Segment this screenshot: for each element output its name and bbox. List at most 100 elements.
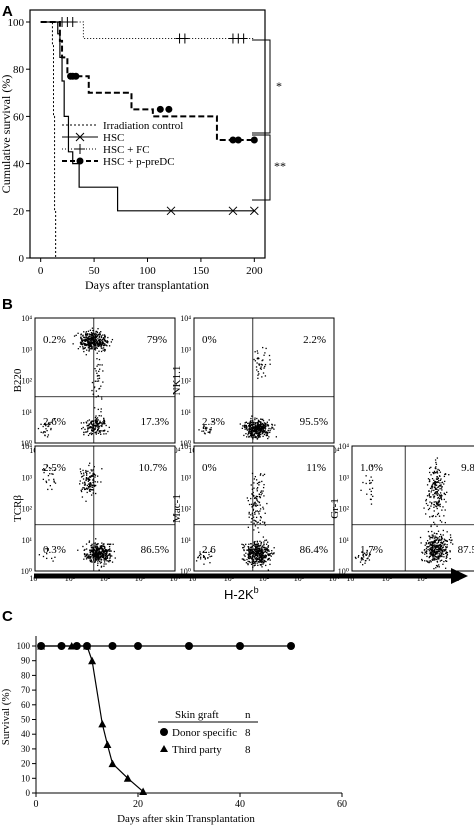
flow-event-dot: [109, 557, 111, 559]
flow-event-dot: [88, 342, 91, 345]
flow-event-dot: [94, 552, 96, 555]
flow-event-dot: [250, 548, 252, 550]
flow-event-dot: [92, 393, 94, 395]
flow-event-dot: [80, 336, 82, 338]
flow-event-dot: [100, 565, 103, 567]
flow-event-dot: [80, 343, 83, 345]
flow-event-dot: [260, 363, 262, 366]
panel-c-circle-marker: [108, 642, 117, 650]
flow-event-dot: [91, 336, 94, 339]
flow-event-dot: [251, 557, 253, 559]
flow-event-dot: [250, 546, 253, 548]
flow-event-dot: [250, 420, 252, 422]
flow-event-dot: [253, 427, 255, 429]
flow-event-dot: [84, 488, 87, 490]
flow-event-dot: [98, 340, 101, 343]
flow-event-dot: [433, 510, 435, 512]
flow-event-dot: [99, 420, 101, 422]
flow-event-dot: [88, 350, 90, 352]
flow-event-dot: [81, 342, 83, 344]
flow-event-dot: [97, 432, 100, 434]
flow-event-dot: [251, 506, 253, 508]
flow-event-dot: [438, 555, 440, 558]
flow-event-dot: [439, 503, 441, 505]
flow-event-dot: [253, 502, 256, 504]
flow-event-dot: [92, 475, 94, 477]
flow-event-dot: [254, 430, 257, 433]
flow-event-dot: [445, 560, 448, 563]
flow-event-dot: [53, 418, 56, 420]
flow-event-dot: [256, 362, 258, 364]
flow-event-dot: [98, 559, 100, 561]
flow-event-dot: [102, 334, 104, 336]
flow-event-dot: [100, 345, 102, 347]
flow-event-dot: [429, 560, 431, 562]
flow-event-dot: [273, 428, 275, 430]
flow-event-dot: [247, 563, 249, 566]
flow-event-dot: [248, 428, 251, 430]
flow-event-dot: [257, 423, 259, 425]
flow-event-dot: [94, 554, 97, 556]
flow-event-dot: [87, 478, 89, 480]
flow-event-dot: [85, 476, 88, 479]
flow-event-dot: [97, 363, 99, 366]
flow-event-dot: [433, 558, 435, 560]
flow-event-dot: [263, 541, 265, 543]
flow-event-dot: [97, 338, 99, 340]
flow-event-dot: [257, 558, 259, 561]
flow-event-dot: [84, 483, 86, 485]
flow-event-dot: [261, 480, 263, 483]
flow-y-tick-label: 10⁰: [180, 567, 191, 576]
flow-event-dot: [266, 549, 268, 551]
flow-event-dot: [86, 488, 89, 490]
flow-event-dot: [83, 474, 85, 476]
flow-event-dot: [431, 543, 433, 545]
flow-event-dot: [100, 331, 102, 333]
flow-event-dot: [431, 549, 433, 551]
flow-event-dot: [257, 420, 259, 423]
flow-event-dot: [255, 497, 257, 499]
flow-event-dot: [246, 429, 248, 431]
flow-event-dot: [269, 554, 271, 557]
flow-event-dot: [84, 344, 86, 347]
flow-event-dot: [443, 493, 446, 495]
flow-event-dot: [47, 548, 49, 550]
flow-event-dot: [257, 544, 259, 546]
flow-event-dot: [105, 341, 108, 343]
flow-event-dot: [88, 344, 90, 347]
panel-a-axes-frame: [29, 9, 266, 259]
flow-event-dot: [267, 549, 269, 551]
flow-event-dot: [242, 425, 244, 427]
flow-event-dot: [210, 429, 212, 431]
flow-event-dot: [439, 548, 441, 551]
flow-event-dot: [96, 422, 98, 425]
flow-event-dot: [52, 560, 54, 562]
panel-a-x-tick-label: 150: [193, 265, 210, 277]
flow-event-dot: [261, 419, 264, 421]
flow-event-dot: [89, 483, 91, 486]
flow-event-dot: [95, 390, 98, 392]
flow-event-dot: [98, 335, 101, 337]
flow-event-dot: [83, 549, 85, 551]
flow-event-dot: [107, 554, 110, 556]
flow-event-dot: [99, 551, 101, 553]
flow-event-dot: [83, 422, 85, 424]
flow-event-dot: [264, 425, 266, 427]
flow-event-dot: [94, 427, 97, 429]
flow-event-dot: [98, 556, 100, 558]
flow-event-dot: [440, 553, 443, 555]
flow-event-dot: [443, 553, 445, 556]
flow-event-dot: [362, 553, 364, 556]
flow-event-dot: [264, 512, 266, 514]
flow-event-dot: [105, 557, 107, 559]
flow-event-dot: [442, 550, 444, 553]
flow-event-dot: [250, 503, 253, 506]
flow-event-dot: [105, 563, 107, 565]
flow-event-dot: [84, 428, 86, 431]
flow-event-dot: [107, 560, 110, 562]
flow-event-dot: [90, 340, 92, 342]
flow-event-dot: [106, 552, 108, 554]
flow-event-dot: [100, 566, 103, 568]
flow-event-dot: [260, 560, 262, 562]
flow-event-dot: [247, 549, 249, 551]
